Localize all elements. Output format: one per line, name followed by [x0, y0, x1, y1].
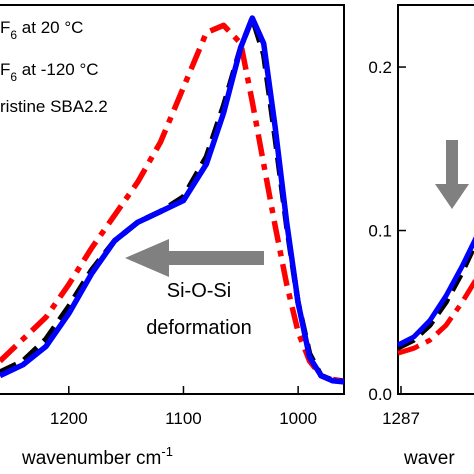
- left-panel: 1200 1100 1000 wavenumber cm-1 F6 at 20 °C…: [0, 4, 345, 469]
- legend-entry: F6 at -120 °C: [0, 60, 99, 84]
- left-arrow-icon: [125, 239, 264, 277]
- left-x-ticks: 1200 1100 1000: [50, 386, 317, 428]
- right-panel: 0.0 0.1 0.2 1287 waver: [368, 4, 474, 469]
- right-series-group: [396, 236, 474, 356]
- legend-entry: F6 at 20 °C: [0, 18, 83, 42]
- legend-entry: ristine SBA2.2: [0, 97, 108, 116]
- down-arrow-icon: [435, 140, 469, 209]
- right-y-ticks: 0.0 0.1 0.2: [368, 58, 406, 404]
- y-tick-label: 0.0: [368, 385, 392, 404]
- right-series-line-dashed: [396, 241, 474, 351]
- right-xlabel: waver: [403, 448, 455, 469]
- x-tick-label: 1100: [165, 409, 202, 428]
- left-legend: F6 at 20 °C F6 at -120 °C ristine SBA2.2: [0, 18, 108, 116]
- y-tick-label: 0.1: [368, 222, 392, 241]
- annotation-line-1: Si-O-Si: [167, 280, 231, 302]
- x-tick-label: 1287: [382, 409, 420, 428]
- right-plot-frame: [397, 4, 474, 395]
- series-line-solid: [0, 15, 345, 385]
- right-x-ticks: 1287: [382, 386, 420, 428]
- left-plot-frame: [0, 4, 345, 395]
- y-tick-label: 0.2: [368, 58, 392, 77]
- x-tick-label: 1000: [279, 409, 317, 428]
- right-series-line-dash-dot: [397, 278, 474, 356]
- left-xlabel: wavenumber cm-1: [21, 444, 173, 469]
- x-tick-label: 1200: [50, 409, 88, 428]
- left-x-axis-title: wavenumber cm-1: [21, 444, 173, 469]
- right-series-line-solid: [396, 236, 474, 348]
- left-annotation: Si-O-Si deformation: [125, 239, 264, 339]
- left-series-group: [0, 15, 345, 385]
- annotation-line-2: deformation: [146, 317, 252, 339]
